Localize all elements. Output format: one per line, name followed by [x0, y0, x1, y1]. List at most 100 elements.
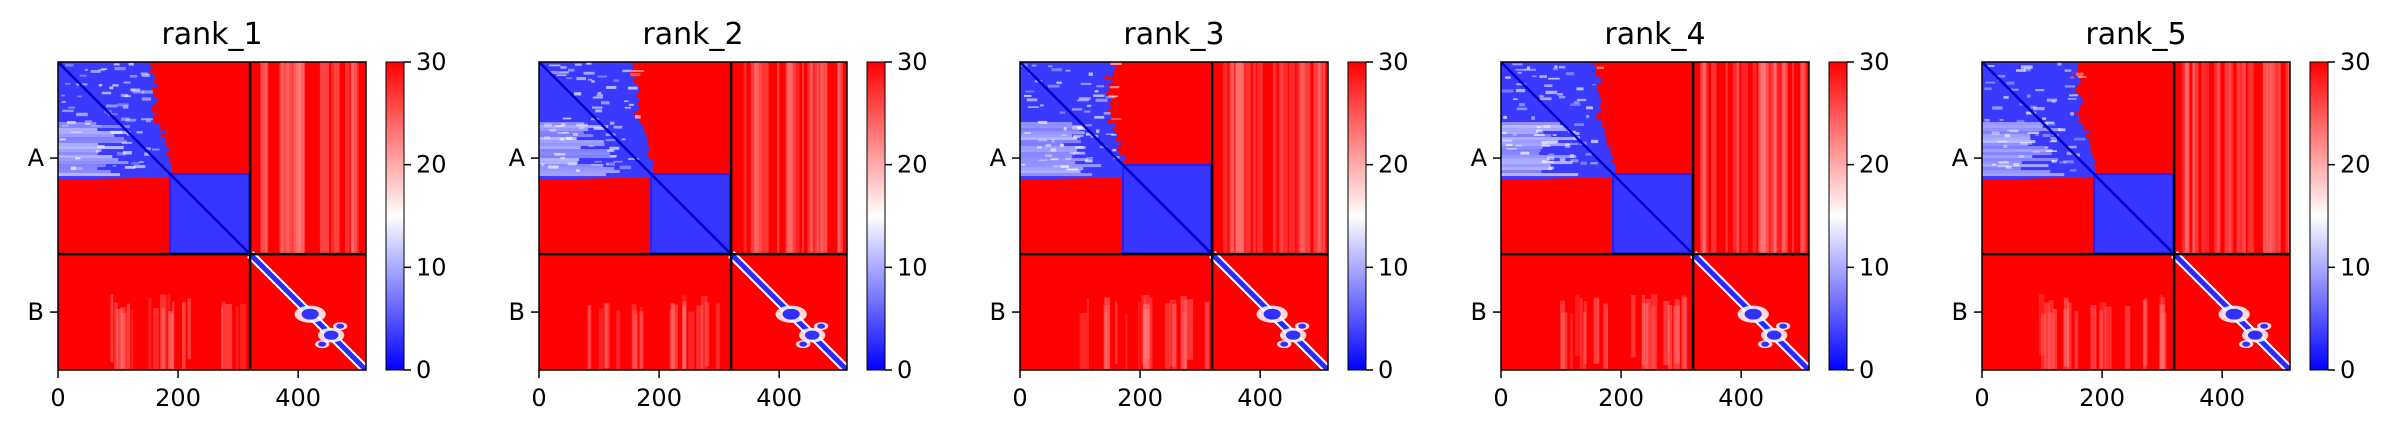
speckle [112, 165, 117, 167]
colorbar [1347, 61, 1367, 371]
speckle [58, 128, 98, 132]
stripe [815, 62, 822, 255]
stripe [1278, 62, 1282, 255]
stripe [1313, 62, 1317, 255]
speckle [66, 120, 76, 124]
speckle [1060, 165, 1070, 168]
stripe [743, 62, 747, 255]
heatmap [1982, 62, 2290, 370]
speckle [1982, 125, 2043, 129]
speckle [2073, 153, 2080, 157]
stripe [1182, 312, 1187, 370]
stripe [820, 62, 824, 255]
stripe [1245, 62, 1251, 255]
speckle [1503, 115, 1507, 119]
speckle [1548, 77, 1560, 80]
speckle [1072, 126, 1084, 130]
colorbar-tick-label: 30 [897, 48, 928, 76]
speckle [587, 78, 593, 81]
speckle [597, 92, 602, 95]
stripe [1142, 304, 1150, 370]
speckle [628, 158, 640, 160]
x-tick-label: 0 [1012, 384, 1027, 412]
speckle [2051, 160, 2057, 163]
speckle [1071, 108, 1083, 111]
blob [1298, 323, 1307, 329]
x-tick-label: 200 [155, 384, 201, 412]
speckle [1020, 131, 1085, 135]
stripe [1593, 297, 1600, 364]
stripe [1732, 62, 1740, 255]
panel-title: rank_3 [1123, 17, 1224, 52]
speckle [2069, 169, 2077, 172]
speckle [84, 68, 89, 71]
stripe [235, 306, 239, 370]
speckle [58, 164, 106, 168]
stripe [2186, 62, 2190, 255]
speckle [2003, 96, 2009, 99]
speckle [2026, 94, 2031, 98]
colorbar-tick-label: 10 [416, 253, 447, 281]
speckle [595, 109, 602, 113]
y-tick-label: B [509, 298, 525, 326]
axes-frame [538, 61, 848, 371]
speckle [1050, 158, 1059, 161]
stripe [1736, 62, 1739, 255]
speckle [2035, 134, 2040, 136]
speckle [1591, 139, 1599, 144]
speckle [113, 63, 120, 66]
speckle [1557, 93, 1563, 96]
speckle [144, 147, 152, 150]
stripe [153, 308, 159, 370]
stripe [2263, 62, 2268, 255]
axes-frame [57, 61, 367, 371]
speckle [1519, 103, 1525, 107]
speckle [1586, 114, 1590, 119]
colorbar-tick-label: 10 [1378, 253, 1409, 281]
blob [2247, 330, 2263, 340]
stripe [1281, 62, 1288, 255]
stripe [1762, 62, 1766, 255]
speckle [539, 152, 610, 156]
speckle [1020, 164, 1102, 168]
stripe [754, 62, 759, 255]
speckle [627, 86, 638, 90]
stripe [2160, 312, 2167, 370]
speckle [1524, 68, 1536, 71]
speckle [1047, 65, 1053, 68]
speckle [58, 125, 131, 129]
stripe [265, 62, 269, 255]
speckle [1084, 159, 1093, 163]
stripe [2144, 297, 2148, 370]
speckle [1501, 89, 1514, 93]
stripe [1239, 62, 1246, 255]
speckle [84, 120, 92, 122]
speckle [1051, 68, 1063, 72]
stripe [126, 303, 131, 370]
stripe [187, 298, 191, 360]
axes-frame [1500, 61, 1810, 371]
speckle [619, 165, 632, 170]
speckle [1020, 158, 1089, 162]
stripe [1641, 295, 1646, 365]
speckle [68, 106, 76, 109]
speckle [2050, 137, 2058, 139]
stripe [1763, 62, 1769, 255]
blob [1779, 323, 1788, 329]
speckle [597, 75, 608, 78]
stripe [114, 302, 119, 370]
speckle [114, 66, 126, 71]
stripe [324, 62, 330, 255]
speckle [1520, 151, 1530, 155]
speckle [61, 94, 65, 97]
stripe [1288, 62, 1296, 255]
colorbar-tick-label: 30 [416, 48, 447, 76]
axes-frame [1981, 61, 2291, 371]
speckle [539, 140, 604, 144]
blob [1766, 330, 1782, 340]
blob [336, 323, 345, 329]
x-tick-label: 200 [2079, 384, 2125, 412]
stripe [763, 62, 769, 255]
speckle [2070, 112, 2074, 116]
speckle [1586, 106, 1593, 110]
